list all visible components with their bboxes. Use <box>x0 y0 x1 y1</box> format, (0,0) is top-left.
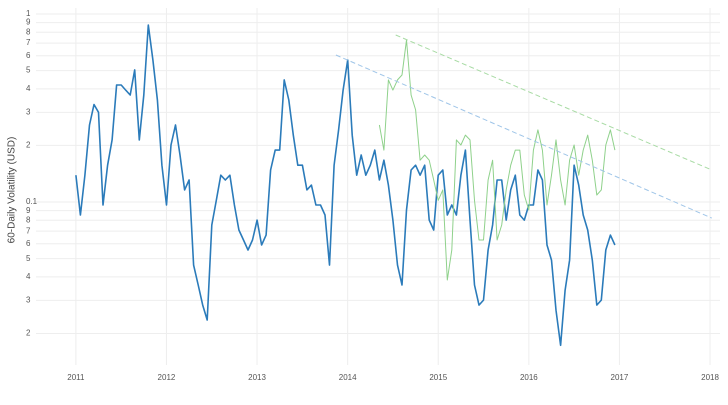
x-tick-label: 2011 <box>67 373 85 382</box>
trend-line <box>395 34 712 171</box>
series-line <box>75 24 616 347</box>
y-tick-label: 3 <box>26 107 31 116</box>
y-tick-label: 1 <box>26 9 31 18</box>
y-tick-label: 0.1 <box>26 197 38 206</box>
y-tick-label: 4 <box>26 272 31 281</box>
x-tick-label: 2018 <box>701 373 719 382</box>
x-tick-label: 2016 <box>520 373 538 382</box>
x-tick-label: 2013 <box>248 373 266 382</box>
grid <box>36 8 720 365</box>
y-tick-label: 4 <box>26 84 31 93</box>
y-tick-label: 9 <box>26 206 31 215</box>
y-tick-label: 8 <box>26 27 31 36</box>
y-tick-label: 5 <box>26 66 31 75</box>
x-tick-label: 2015 <box>429 373 447 382</box>
y-tick-label: 7 <box>26 226 31 235</box>
y-tick-label: 2 <box>26 141 31 150</box>
y-tick-label: 3 <box>26 295 31 304</box>
y-tick-label: 5 <box>26 254 31 263</box>
y-tick-label: 9 <box>26 18 31 27</box>
y-axis-title: 60-Daily Volatility (USD) <box>7 137 18 244</box>
y-tick-label: 8 <box>26 215 31 224</box>
y-tick-label: 6 <box>26 239 31 248</box>
x-tick-label: 2012 <box>158 373 176 382</box>
y-tick-label: 7 <box>26 38 31 47</box>
x-tick-label: 2017 <box>611 373 629 382</box>
y-tick-label: 2 <box>26 329 31 338</box>
x-tick-label: 2014 <box>339 373 357 382</box>
series-line <box>378 39 616 281</box>
trend-line <box>335 54 712 219</box>
y-tick-label: 6 <box>26 51 31 60</box>
